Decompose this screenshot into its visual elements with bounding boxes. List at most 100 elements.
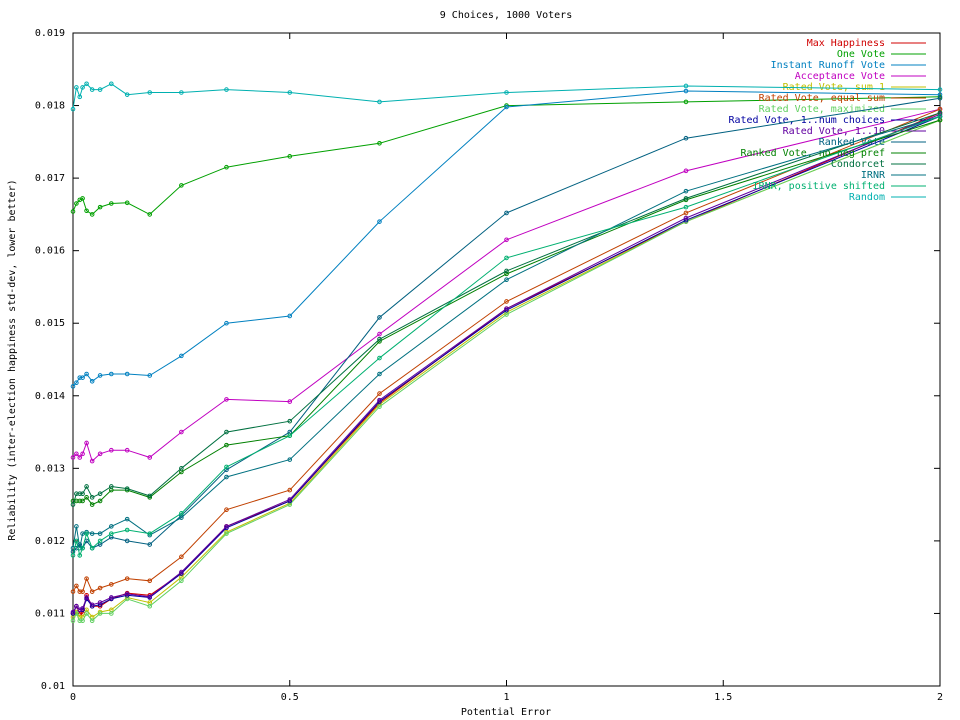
point (504, 299, 509, 304)
point (504, 312, 509, 317)
point (97, 585, 103, 591)
point (77, 498, 83, 504)
point (377, 391, 382, 396)
point (84, 371, 89, 377)
point (109, 531, 114, 536)
point (147, 90, 153, 95)
point (287, 418, 293, 424)
chart-title: 9 Choices, 1000 Voters (440, 10, 572, 21)
legend-label: Acceptance Vote (795, 71, 885, 82)
point (179, 429, 184, 435)
x-tick-label: 1.5 (714, 692, 732, 703)
point (377, 355, 382, 361)
legend-label: Rated Vote, 1..num choices (728, 115, 885, 126)
point (504, 210, 509, 216)
series-line (72, 83, 941, 110)
legend-label: IRNR, positive shifted (753, 181, 885, 192)
point (70, 455, 76, 460)
point (147, 531, 153, 536)
point (504, 104, 509, 110)
point (224, 320, 229, 326)
point (224, 524, 229, 529)
point (109, 371, 114, 377)
point (147, 373, 153, 378)
point (89, 589, 95, 594)
point (77, 618, 83, 624)
legend-label: Random (849, 192, 885, 203)
point (84, 495, 89, 500)
point (77, 491, 83, 497)
point (84, 576, 89, 581)
legend-label: Condorcet (831, 159, 885, 170)
point (683, 215, 689, 221)
legend-label: Rated Vote, equal sum (759, 93, 885, 104)
point (84, 595, 89, 600)
point (377, 404, 382, 409)
point (504, 255, 509, 261)
point (124, 200, 130, 206)
point (109, 81, 114, 87)
point (84, 208, 89, 214)
point (109, 595, 114, 600)
point (287, 154, 293, 159)
point (74, 524, 79, 529)
point (147, 594, 153, 600)
point (504, 237, 509, 243)
point (70, 209, 76, 214)
y-tick-label: 0.012 (35, 536, 65, 547)
point (70, 502, 76, 507)
point (97, 451, 103, 457)
point (89, 602, 95, 608)
point (504, 268, 509, 274)
legend-label: Rated Vote, 1..10 (783, 126, 885, 137)
point (74, 603, 79, 609)
point (97, 611, 103, 616)
legend-label: Rated Vote, sum 1 (783, 82, 885, 93)
point (89, 212, 95, 217)
point (80, 618, 85, 624)
x-tick-label: 0.5 (281, 692, 299, 703)
point (80, 196, 85, 201)
point (89, 618, 95, 624)
point (74, 380, 79, 386)
point (683, 83, 689, 89)
point (179, 466, 184, 471)
point (77, 94, 83, 100)
point (97, 538, 103, 544)
point (124, 447, 130, 453)
point (179, 515, 184, 520)
y-tick-label: 0.019 (35, 28, 65, 39)
point (224, 429, 229, 435)
legend-label: Max Happiness (807, 38, 885, 49)
point (683, 88, 689, 94)
point (109, 484, 114, 489)
point (70, 589, 76, 594)
point (80, 491, 85, 497)
point (89, 458, 95, 464)
point (377, 315, 382, 320)
y-tick-label: 0.016 (35, 246, 65, 257)
point (97, 491, 103, 497)
point (74, 451, 79, 457)
point (84, 531, 89, 536)
point (97, 498, 103, 504)
point (377, 140, 382, 146)
point (109, 582, 114, 587)
point (683, 168, 689, 174)
point (224, 464, 229, 470)
point (89, 378, 95, 384)
point (124, 538, 130, 544)
point (77, 375, 83, 380)
series-line (72, 97, 941, 553)
legend-label: One Vote (837, 49, 885, 60)
point (224, 474, 229, 480)
point (80, 85, 85, 90)
point (377, 219, 382, 224)
point (287, 497, 293, 502)
point (224, 531, 229, 536)
legend-label: Instant Runoff Vote (771, 60, 885, 71)
y-tick-label: 0.011 (35, 608, 65, 619)
point (147, 578, 153, 584)
point (287, 433, 293, 438)
point (224, 87, 229, 92)
